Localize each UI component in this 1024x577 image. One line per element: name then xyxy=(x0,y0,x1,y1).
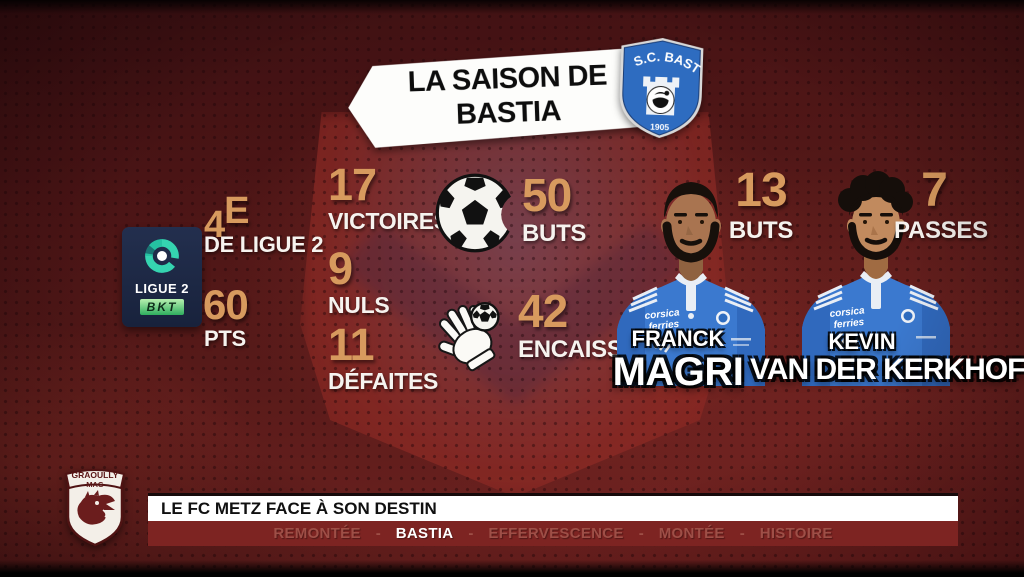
nav-separator: - xyxy=(638,525,644,542)
magri-first-name: FRANCK xyxy=(631,326,725,351)
kerkhof-first-name: KEVIN xyxy=(828,329,896,354)
nav-item-effervescence[interactable]: EFFERVESCENCE xyxy=(488,525,624,542)
brand-name-bottom: MAG xyxy=(86,480,104,489)
nav-item-remontee[interactable]: REMONTÉE xyxy=(273,525,361,542)
graoully-shield-icon: GRAOULLY MAG xyxy=(64,469,126,547)
player-name-van-der-kerkhof: KEVIN VAN DER KERKHOF xyxy=(750,329,1024,387)
headline-bar: LE FC METZ FACE À SON DESTIN xyxy=(148,493,958,521)
nav-separator: - xyxy=(468,525,474,542)
kerkhof-last-name: VAN DER KERKHOF xyxy=(750,353,1024,386)
nav-separator: - xyxy=(739,525,745,542)
magri-last-name: MAGRI xyxy=(612,350,744,394)
nav-item-bastia[interactable]: BASTIA xyxy=(395,525,454,542)
chapter-nav-bar: REMONTÉE - BASTIA - EFFERVESCENCE - MONT… xyxy=(148,521,958,546)
brand-name-top: GRAOULLY xyxy=(72,470,119,480)
nav-item-montee[interactable]: MONTÉE xyxy=(658,525,725,542)
nav-separator: - xyxy=(375,525,381,542)
player-name-magri: FRANCK MAGRI xyxy=(597,326,759,395)
graoully-mag-logo: GRAOULLY MAG xyxy=(63,465,127,547)
headline-text: LE FC METZ FACE À SON DESTIN xyxy=(161,498,437,518)
nav-item-histoire[interactable]: HISTOIRE xyxy=(759,525,833,542)
